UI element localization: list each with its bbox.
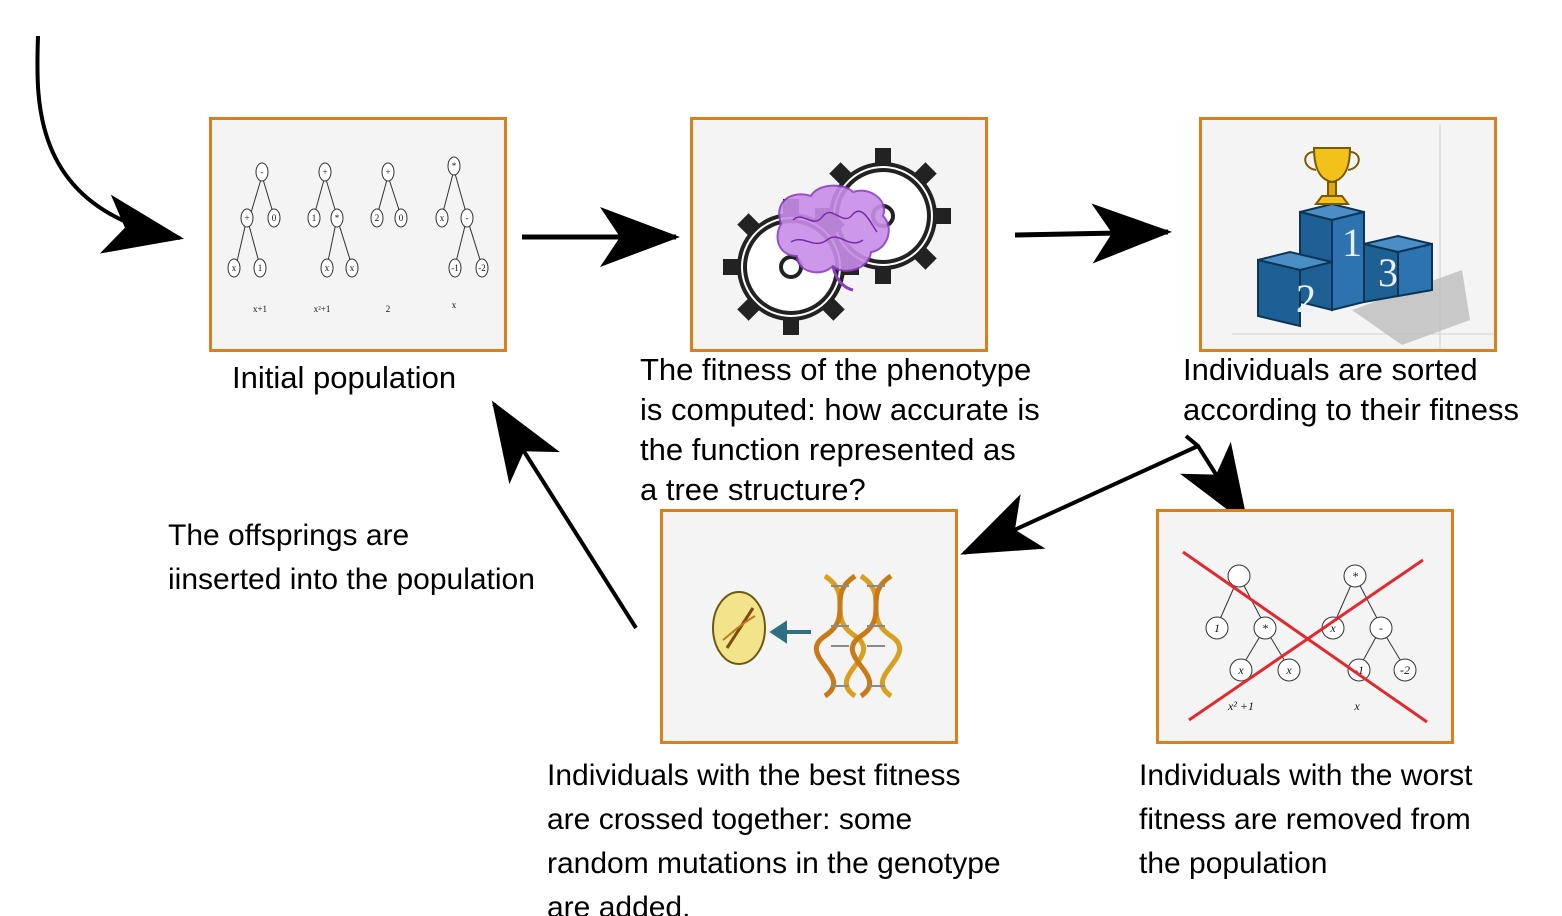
podium-trophy-icon: 1 2 3 [1232,124,1494,349]
removed-left-a: 1 [1214,621,1220,635]
initial-population-caption: Initial population [232,360,457,395]
left-arrow-icon [769,620,811,644]
tree4-leaf1: -1 [451,263,459,273]
tree4-right: - [466,213,469,223]
tree3-expr: 2 [386,304,391,314]
tree1-leaf1: x [232,263,237,273]
tree1-mid: + [244,213,249,223]
initial-population-panel: - + 0 x 1 x+1 + 1 * x x x²+1 + 2 0 2 * x… [209,117,507,352]
dna-helix-icon [814,573,902,699]
removed-right-d: -2 [1400,663,1410,677]
tree4-root: * [452,161,457,171]
dna-egg-icon [712,573,902,699]
tree1-leaf2: 1 [258,263,263,273]
removed-right-root: * [1352,569,1358,583]
tree2-root: + [322,167,327,177]
podium-label-1: 1 [1342,220,1362,265]
removed-left-expr: x² +1 [1227,699,1254,713]
tree2-leaf2: x [350,263,355,273]
arrow-fitness-to-sorted [1014,203,1172,264]
podium-label-3: 3 [1378,250,1398,295]
removed-left-b: * [1262,621,1268,635]
podium-label-2: 2 [1296,276,1316,321]
entry-arrow [35,35,184,254]
expression-trees-icon: - + 0 x 1 x+1 + 1 * x x x²+1 + 2 0 2 * x… [227,156,489,314]
tree2-leaf1: x [325,263,330,273]
crossover-panel [660,509,958,744]
red-cross-icon [1182,550,1428,724]
trophy [1304,147,1360,205]
brain-shape [776,184,890,292]
removed-left-c: x [1237,663,1244,677]
removed-left-d: x [1285,663,1292,677]
removed-caption: Individuals with the worst fitness are r… [1139,759,1473,880]
crossover-caption: Individuals with the best fitness are cr… [547,759,1001,916]
removed-panel: 1 * x x x² +1 * x - -1 -2 x [1156,509,1454,744]
removed-right-a: x [1329,621,1336,635]
tree3-mid: 2 [375,213,380,223]
fitness-caption: The fitness of the phenotype is computed… [640,352,1040,507]
sorted-panel: 1 2 3 [1199,117,1497,352]
tree2-right: * [335,213,340,223]
brain-gears-icon [723,148,951,335]
tree3-right: 0 [399,213,404,223]
arrow-sorted-to-crossover [960,444,1199,555]
tree4-mid: x [440,213,445,223]
arrow-offspring-to-initial [491,400,638,630]
tree1-right: 0 [272,213,277,223]
sorted-caption: Individuals are sorted according to thei… [1183,352,1520,427]
tree4-leaf2: -2 [478,263,486,273]
tree1-root: - [261,167,264,177]
tree3-root: + [385,167,390,177]
removed-right-c: -1 [1354,663,1364,677]
tree4-expr: x [452,300,457,310]
fitness-panel [690,117,988,352]
tree1-expr: x+1 [253,304,267,314]
removed-right-b: - [1379,621,1383,635]
crossed-trees-icon: 1 * x x x² +1 * x - -1 -2 x [1182,550,1428,724]
tree2-mid: 1 [312,213,317,223]
removed-right-expr: x [1353,699,1360,713]
offspring-caption: The offsprings are iinserted into the po… [168,519,535,596]
tree2-expr: x²+1 [314,304,331,314]
